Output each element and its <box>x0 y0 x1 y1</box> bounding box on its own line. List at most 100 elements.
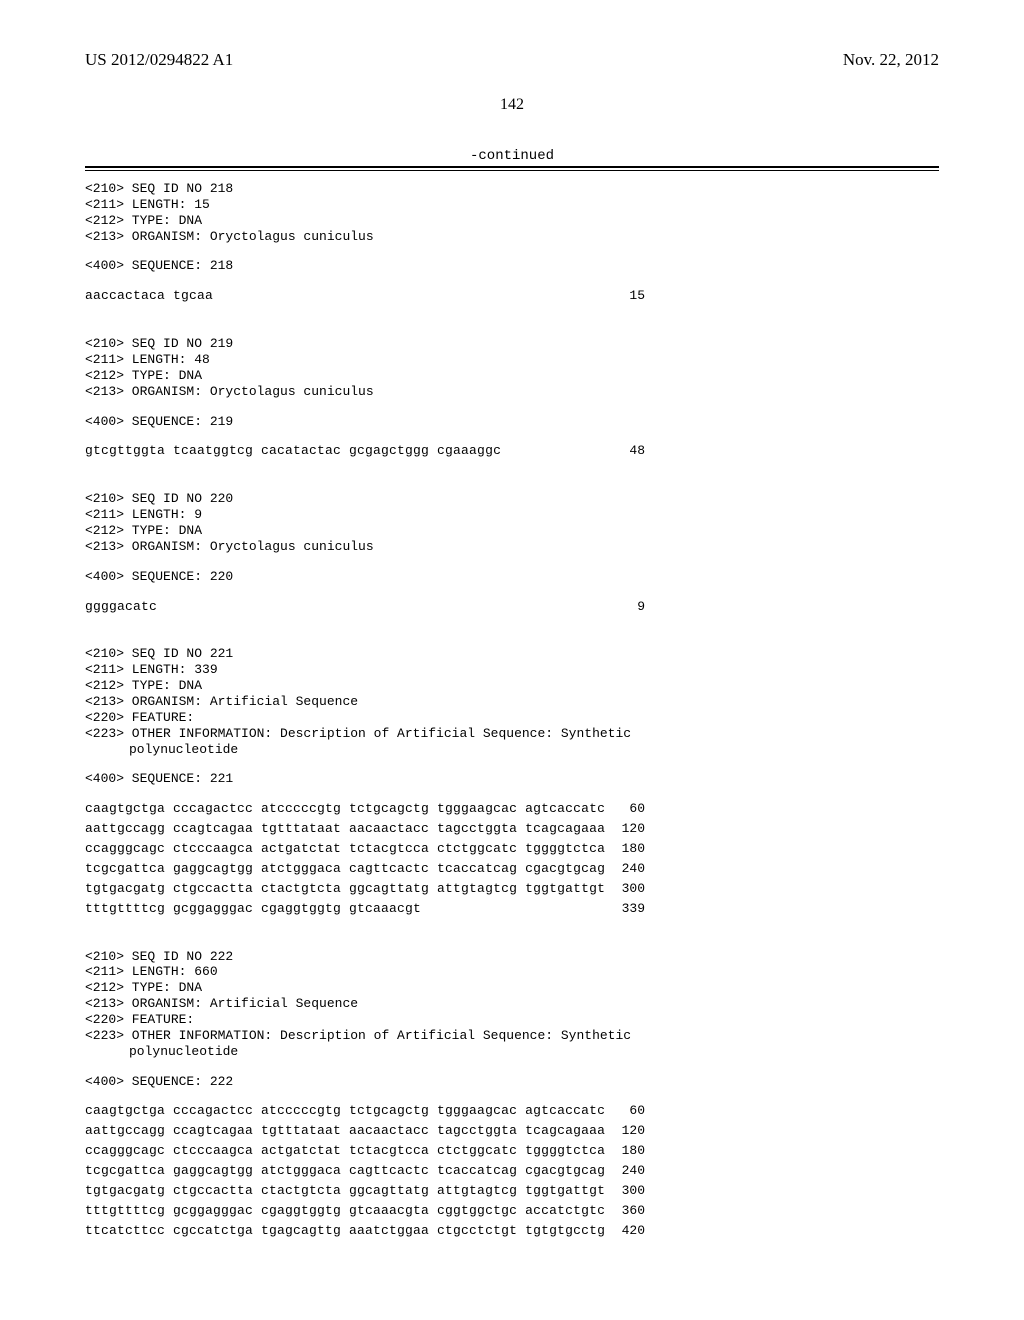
sequence-block: <210> SEQ ID NO 220<211> LENGTH: 9<212> … <box>85 491 939 636</box>
seq-meta-line: <220> FEATURE: <box>85 1012 939 1028</box>
seq-sequence-label: <400> SEQUENCE: 219 <box>85 414 939 430</box>
seq-data-row: aattgccagg ccagtcagaa tgtttataat aacaact… <box>85 1123 645 1139</box>
publication-number: US 2012/0294822 A1 <box>85 50 233 70</box>
seq-data-row: caagtgctga cccagactcc atcccccgtg tctgcag… <box>85 1103 645 1119</box>
seq-meta-line: <212> TYPE: DNA <box>85 523 939 539</box>
seq-meta-line: <223> OTHER INFORMATION: Description of … <box>85 726 939 742</box>
publication-date: Nov. 22, 2012 <box>843 50 939 70</box>
sequence-block: <210> SEQ ID NO 221<211> LENGTH: 339<212… <box>85 646 939 938</box>
seq-meta-line: <213> ORGANISM: Artificial Sequence <box>85 996 939 1012</box>
seq-meta-line: <210> SEQ ID NO 221 <box>85 646 939 662</box>
seq-data-sequence: ttcatcttcc cgccatctga tgagcagttg aaatctg… <box>85 1223 605 1239</box>
seq-data-sequence: aattgccagg ccagtcagaa tgtttataat aacaact… <box>85 821 605 837</box>
seq-data-row: ggggacatc9 <box>85 599 645 615</box>
spacer <box>85 1089 939 1103</box>
spacer <box>85 274 939 288</box>
sequence-block: <210> SEQ ID NO 219<211> LENGTH: 48<212>… <box>85 336 939 481</box>
spacer <box>85 555 939 569</box>
seq-meta-line-indent: polynucleotide <box>85 1044 939 1060</box>
sequence-listing: <210> SEQ ID NO 218<211> LENGTH: 15<212>… <box>85 181 939 1260</box>
seq-data-row: ttcatcttcc cgccatctga tgagcagttg aaatctg… <box>85 1223 645 1239</box>
spacer <box>85 917 939 939</box>
spacer <box>85 1060 939 1074</box>
seq-meta-line: <212> TYPE: DNA <box>85 980 939 996</box>
seq-meta-line: <223> OTHER INFORMATION: Description of … <box>85 1028 939 1044</box>
seq-data-position: 9 <box>609 599 645 615</box>
seq-data-sequence: aattgccagg ccagtcagaa tgtttataat aacaact… <box>85 1123 605 1139</box>
seq-meta-line: <213> ORGANISM: Oryctolagus cuniculus <box>85 539 939 555</box>
seq-data-row: tttgttttcg gcggagggac cgaggtggtg gtcaaac… <box>85 901 645 917</box>
seq-data-position: 240 <box>609 861 645 877</box>
seq-data-position: 15 <box>609 288 645 304</box>
seq-meta-line: <211> LENGTH: 9 <box>85 507 939 523</box>
seq-meta-line: <211> LENGTH: 15 <box>85 197 939 213</box>
seq-data-sequence: caagtgctga cccagactcc atcccccgtg tctgcag… <box>85 801 605 817</box>
seq-meta-line: <213> ORGANISM: Oryctolagus cuniculus <box>85 229 939 245</box>
seq-data-sequence: ccagggcagc ctcccaagca actgatctat tctacgt… <box>85 1143 605 1159</box>
seq-data-position: 180 <box>609 841 645 857</box>
seq-data-position: 180 <box>609 1143 645 1159</box>
seq-sequence-label: <400> SEQUENCE: 218 <box>85 258 939 274</box>
spacer <box>85 614 939 636</box>
seq-data-position: 120 <box>609 821 645 837</box>
seq-meta-line: <220> FEATURE: <box>85 710 939 726</box>
seq-data-row: caagtgctga cccagactcc atcccccgtg tctgcag… <box>85 801 645 817</box>
seq-data-position: 339 <box>609 901 645 917</box>
header-row: US 2012/0294822 A1 Nov. 22, 2012 <box>85 50 939 70</box>
seq-data-sequence: ccagggcagc ctcccaagca actgatctat tctacgt… <box>85 841 605 857</box>
seq-data-sequence: tttgttttcg gcggagggac cgaggtggtg gtcaaac… <box>85 1203 605 1219</box>
seq-data-sequence: gtcgttggta tcaatggtcg cacatactac gcgagct… <box>85 443 501 459</box>
seq-meta-line: <210> SEQ ID NO 220 <box>85 491 939 507</box>
seq-meta-line-indent: polynucleotide <box>85 742 939 758</box>
seq-sequence-label: <400> SEQUENCE: 221 <box>85 771 939 787</box>
continued-label: -continued <box>85 148 939 164</box>
spacer <box>85 459 939 481</box>
seq-data-position: 60 <box>609 1103 645 1119</box>
seq-data-sequence: tgtgacgatg ctgccactta ctactgtcta ggcagtt… <box>85 1183 605 1199</box>
seq-meta-line: <210> SEQ ID NO 218 <box>85 181 939 197</box>
seq-meta-line: <210> SEQ ID NO 222 <box>85 949 939 965</box>
seq-data-position: 360 <box>609 1203 645 1219</box>
seq-meta-line: <213> ORGANISM: Artificial Sequence <box>85 694 939 710</box>
seq-data-position: 48 <box>609 443 645 459</box>
seq-data-row: gtcgttggta tcaatggtcg cacatactac gcgagct… <box>85 443 645 459</box>
seq-data-position: 300 <box>609 881 645 897</box>
sequence-block: <210> SEQ ID NO 218<211> LENGTH: 15<212>… <box>85 181 939 326</box>
top-rule-thick <box>85 166 939 168</box>
spacer <box>85 787 939 801</box>
seq-meta-line: <211> LENGTH: 660 <box>85 964 939 980</box>
seq-data-position: 120 <box>609 1123 645 1139</box>
seq-meta-line: <210> SEQ ID NO 219 <box>85 336 939 352</box>
spacer <box>85 304 939 326</box>
seq-meta-line: <212> TYPE: DNA <box>85 213 939 229</box>
seq-data-row: aaccactaca tgcaa 15 <box>85 288 645 304</box>
seq-sequence-label: <400> SEQUENCE: 222 <box>85 1074 939 1090</box>
seq-data-row: ccagggcagc ctcccaagca actgatctat tctacgt… <box>85 841 645 857</box>
top-rule-thin <box>85 170 939 171</box>
seq-meta-line: <212> TYPE: DNA <box>85 368 939 384</box>
seq-data-sequence: tgtgacgatg ctgccactta ctactgtcta ggcagtt… <box>85 881 605 897</box>
seq-data-sequence: caagtgctga cccagactcc atcccccgtg tctgcag… <box>85 1103 605 1119</box>
seq-data-position: 420 <box>609 1223 645 1239</box>
seq-data-row: aattgccagg ccagtcagaa tgtttataat aacaact… <box>85 821 645 837</box>
spacer <box>85 429 939 443</box>
seq-meta-line: <211> LENGTH: 339 <box>85 662 939 678</box>
seq-data-row: ccagggcagc ctcccaagca actgatctat tctacgt… <box>85 1143 645 1159</box>
seq-data-sequence: aaccactaca tgcaa <box>85 288 213 304</box>
sequence-block: <210> SEQ ID NO 222<211> LENGTH: 660<212… <box>85 949 939 1261</box>
spacer <box>85 585 939 599</box>
seq-data-sequence: tcgcgattca gaggcagtgg atctgggaca cagttca… <box>85 1163 605 1179</box>
seq-meta-line: <213> ORGANISM: Oryctolagus cuniculus <box>85 384 939 400</box>
seq-data-row: tttgttttcg gcggagggac cgaggtggtg gtcaaac… <box>85 1203 645 1219</box>
page-number: 142 <box>85 96 939 114</box>
spacer <box>85 400 939 414</box>
spacer <box>85 1238 939 1260</box>
seq-data-row: tgtgacgatg ctgccactta ctactgtcta ggcagtt… <box>85 1183 645 1199</box>
seq-data-position: 60 <box>609 801 645 817</box>
spacer <box>85 244 939 258</box>
seq-data-position: 240 <box>609 1163 645 1179</box>
seq-data-row: tgtgacgatg ctgccactta ctactgtcta ggcagtt… <box>85 881 645 897</box>
seq-sequence-label: <400> SEQUENCE: 220 <box>85 569 939 585</box>
seq-data-sequence: tcgcgattca gaggcagtgg atctgggaca cagttca… <box>85 861 605 877</box>
seq-data-row: tcgcgattca gaggcagtgg atctgggaca cagttca… <box>85 1163 645 1179</box>
